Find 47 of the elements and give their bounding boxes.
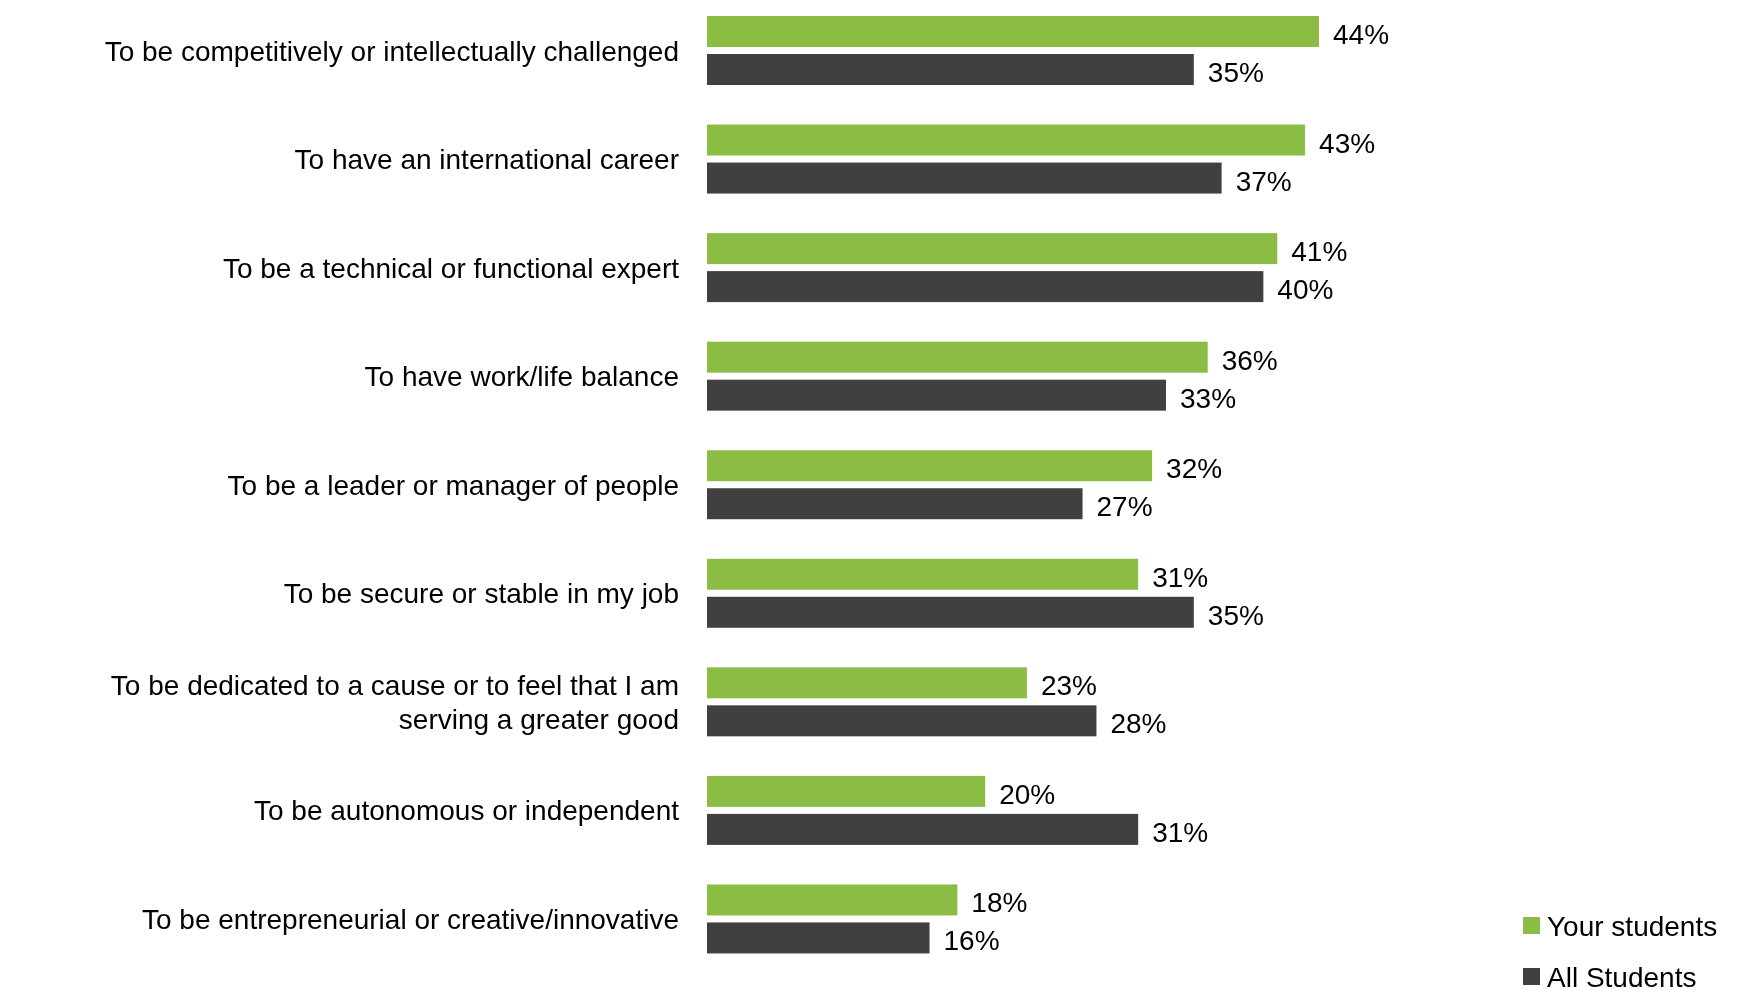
data-label: 31%	[1152, 561, 1209, 593]
data-label: 23%	[1040, 670, 1097, 702]
bar	[707, 884, 958, 916]
bar	[707, 162, 1222, 194]
y-tick-label: To be dedicated to a cause or to feel that I am serving a greater good	[110, 669, 679, 735]
data-label: 31%	[1152, 816, 1209, 848]
data-label: 18%	[971, 887, 1028, 919]
bar	[707, 450, 1153, 482]
bar	[707, 922, 930, 954]
bar	[707, 705, 1097, 737]
data-label: 41%	[1291, 236, 1348, 268]
data-label: 40%	[1277, 274, 1334, 306]
bar	[707, 54, 1194, 85]
bar	[707, 596, 1194, 628]
bar	[707, 379, 1166, 411]
data-label: 44%	[1333, 19, 1390, 50]
bar	[707, 271, 1264, 303]
data-label: 43%	[1319, 127, 1376, 159]
bar	[707, 124, 1306, 156]
y-tick-label: To be entrepreneurial or creative/innovative	[142, 903, 679, 935]
legend-label: All Students	[1547, 961, 1697, 991]
y-tick-label: To be autonomous or independent	[254, 794, 680, 826]
bar	[707, 341, 1208, 373]
y-tick-label: To be a technical or functional expert	[222, 252, 680, 284]
bar	[707, 775, 986, 807]
bar	[707, 488, 1083, 520]
data-label: 35%	[1207, 599, 1264, 631]
y-tick-label: To have an international career	[294, 143, 679, 175]
bar	[707, 233, 1278, 265]
data-label: 33%	[1180, 382, 1237, 414]
data-label: 28%	[1110, 708, 1167, 740]
y-tick-label: To be a leader or manager of people	[227, 469, 679, 501]
bar	[707, 558, 1139, 590]
data-label: 36%	[1221, 344, 1278, 376]
data-label: 16%	[943, 925, 1000, 957]
legend-label: Your students	[1547, 910, 1718, 942]
data-label: 37%	[1235, 165, 1292, 197]
data-label: 35%	[1207, 57, 1264, 88]
y-tick-label: To have work/life balance	[364, 360, 679, 392]
bar	[707, 667, 1027, 699]
y-tick-label: To be competitively or intellectually challenged	[104, 35, 679, 66]
data-label: 27%	[1096, 491, 1153, 523]
bar	[707, 813, 1139, 845]
data-label: 20%	[999, 778, 1056, 810]
bar	[707, 16, 1319, 47]
y-tick-label: To be secure or stable in my job	[283, 577, 679, 609]
data-label: 32%	[1166, 453, 1223, 485]
